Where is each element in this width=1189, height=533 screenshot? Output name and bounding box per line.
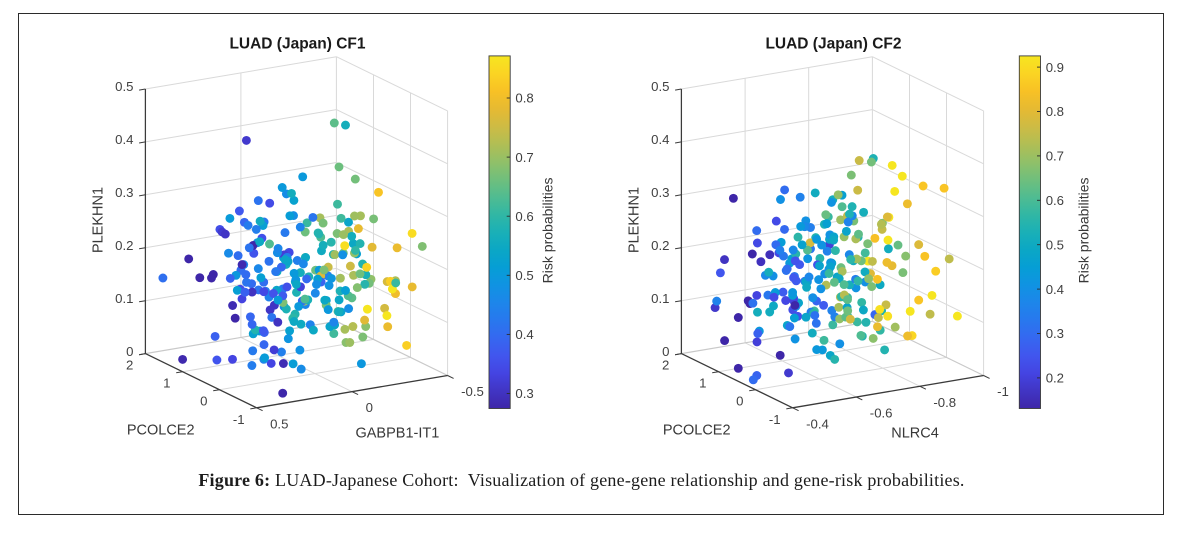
svg-text:-1: -1: [769, 412, 781, 427]
svg-text:0.5: 0.5: [1046, 237, 1064, 252]
svg-text:0.5: 0.5: [515, 268, 533, 283]
svg-text:0.6: 0.6: [515, 209, 533, 224]
svg-text:Risk probabilities: Risk probabilities: [1075, 177, 1091, 283]
svg-text:0.5: 0.5: [270, 416, 288, 431]
svg-text:0.4: 0.4: [1046, 282, 1064, 297]
svg-text:0.5: 0.5: [651, 79, 669, 94]
svg-text:GABPB1-IT1: GABPB1-IT1: [355, 426, 439, 442]
svg-text:2: 2: [126, 358, 133, 373]
svg-text:-0.6: -0.6: [870, 406, 893, 421]
svg-text:0.8: 0.8: [515, 91, 533, 106]
svg-text:-1: -1: [233, 412, 245, 427]
svg-text:0: 0: [200, 394, 207, 409]
svg-text:0.3: 0.3: [1046, 326, 1064, 341]
svg-text:PCOLCE2: PCOLCE2: [663, 423, 731, 439]
svg-text:-0.5: -0.5: [461, 384, 484, 399]
svg-text:0: 0: [126, 344, 133, 359]
svg-text:0.2: 0.2: [1046, 371, 1064, 386]
svg-text:1: 1: [163, 376, 170, 391]
svg-text:Risk probabilities: Risk probabilities: [539, 177, 555, 283]
svg-text:PCOLCE2: PCOLCE2: [127, 423, 195, 439]
svg-text:0.2: 0.2: [115, 238, 133, 253]
svg-text:0.7: 0.7: [515, 150, 533, 165]
svg-text:0.9: 0.9: [1046, 60, 1064, 75]
svg-text:1: 1: [699, 376, 706, 391]
svg-text:PLEKHN1: PLEKHN1: [627, 187, 643, 253]
svg-text:0.3: 0.3: [515, 386, 533, 401]
svg-text:0.1: 0.1: [651, 291, 669, 306]
svg-text:0.4: 0.4: [115, 132, 133, 147]
svg-text:-1: -1: [997, 384, 1009, 399]
svg-text:0.4: 0.4: [651, 132, 669, 147]
svg-text:0: 0: [736, 394, 743, 409]
svg-text:-0.4: -0.4: [806, 416, 829, 431]
svg-text:NLRC4: NLRC4: [891, 426, 939, 442]
svg-text:0.8: 0.8: [1046, 104, 1064, 119]
svg-text:0.6: 0.6: [1046, 193, 1064, 208]
svg-text:0.3: 0.3: [115, 185, 133, 200]
svg-text:PLEKHN1: PLEKHN1: [91, 187, 107, 253]
svg-text:2: 2: [662, 358, 669, 373]
svg-text:0: 0: [662, 344, 669, 359]
svg-text:0.3: 0.3: [651, 185, 669, 200]
svg-text:LUAD (Japan) CF1: LUAD (Japan) CF1: [229, 35, 365, 52]
svg-text:0.1: 0.1: [115, 291, 133, 306]
svg-text:0.5: 0.5: [115, 79, 133, 94]
svg-text:0.4: 0.4: [515, 327, 533, 342]
svg-text:0.2: 0.2: [651, 238, 669, 253]
svg-text:0.7: 0.7: [1046, 149, 1064, 164]
svg-text:-0.8: -0.8: [933, 395, 956, 410]
svg-text:0: 0: [366, 400, 373, 415]
svg-text:LUAD (Japan) CF2: LUAD (Japan) CF2: [765, 35, 901, 52]
